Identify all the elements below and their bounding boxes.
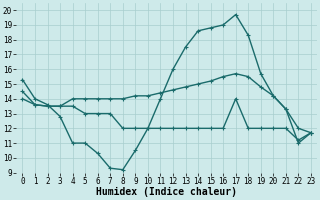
X-axis label: Humidex (Indice chaleur): Humidex (Indice chaleur): [96, 187, 237, 197]
